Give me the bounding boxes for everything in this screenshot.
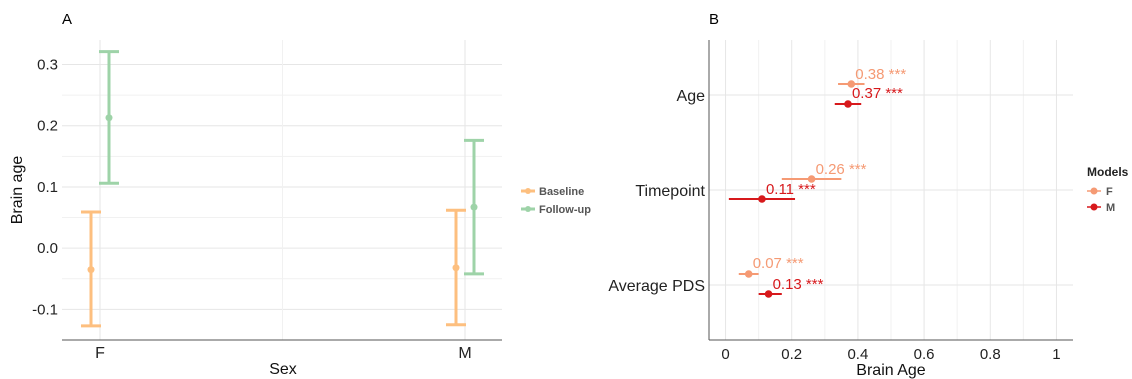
panel-a-legend: Baseline Follow-up	[521, 186, 591, 216]
panel-b-point	[847, 80, 856, 88]
panel-b-legend: Models FM	[1087, 165, 1129, 214]
panel-b-value-label: 0.07 ***	[753, 255, 804, 272]
panel-a-legend-key-point	[525, 188, 531, 194]
panel-b-x-tick-label: 1	[1052, 346, 1060, 363]
panel-b-point	[807, 175, 816, 183]
panel-b-value-label: 0.13 ***	[773, 276, 824, 293]
panel-a-legend-label: Follow-up	[539, 204, 591, 216]
panel-a-y-tick-label: 0.1	[37, 179, 58, 196]
panel-a-y-tick-label: 0.0	[37, 240, 58, 257]
panel-b-label: B	[709, 11, 719, 28]
panel-b-category-label: Timepoint	[635, 183, 705, 200]
panel-a-y-axis-title: Brain age	[9, 156, 26, 225]
panel-b-x-ticks: 0 0.2 0.4 0.6 0.8 1	[721, 346, 1060, 363]
panel-b-category-label: Age	[677, 88, 706, 105]
panel-b-gridlines	[709, 40, 1073, 340]
panel-b-point	[758, 195, 766, 203]
panel-b-point	[764, 290, 773, 298]
panel-a-x-tick-label: M	[458, 345, 471, 362]
panel-b-legend-key-point	[1090, 187, 1098, 195]
panel-a-legend-key-point	[525, 206, 531, 212]
panel-a-point	[87, 266, 95, 274]
panel-a-x-tick-label: F	[95, 345, 105, 362]
panel-b-value-label: 0.26 ***	[816, 161, 867, 178]
panel-b-x-axis-title: Brain Age	[856, 362, 925, 379]
panel-b-category-labels: Age Timepoint Average PDS	[608, 88, 705, 295]
panel-a-x-axis-title: Sex	[269, 361, 297, 378]
panel-a-gridlines	[62, 40, 502, 340]
panel-b: B 0 0.2 0.4 0.6 0.8 1 Age Timepoint Average PDS…	[608, 11, 1128, 379]
panel-a-marks	[81, 50, 484, 328]
panel-a-y-ticks: -0.1 0.0 0.1 0.2 0.3	[32, 56, 58, 318]
panel-b-x-tick-label: 0.6	[914, 346, 935, 363]
panel-b-point	[844, 100, 852, 108]
panel-a-y-tick-label: 0.3	[37, 56, 58, 73]
panel-a-y-tick-label: -0.1	[32, 301, 58, 318]
panel-b-legend-key-point	[1090, 203, 1098, 211]
panel-a-label: A	[62, 11, 72, 28]
panel-b-value-label: 0.37 ***	[852, 85, 903, 102]
panel-a-legend-label: Baseline	[539, 186, 584, 198]
panel-b-x-tick-label: 0	[721, 346, 729, 363]
panel-b-value-label: 0.11 ***	[766, 181, 816, 198]
panel-a-point	[452, 264, 460, 272]
panel-b-marks: 0.38 *** 0.26 *** 0.07 *** 0.37 *** 0.11 ***…	[728, 66, 906, 298]
panel-b-value-label: 0.38 ***	[855, 66, 906, 83]
panel-b-point	[744, 270, 753, 278]
panel-b-category-label: Average PDS	[608, 278, 705, 295]
panel-b-legend-label: M	[1106, 202, 1115, 214]
panel-a-point	[470, 203, 478, 211]
panel-b-x-tick-label: 0.2	[781, 346, 802, 363]
panel-b-x-tick-label: 0.8	[980, 346, 1001, 363]
panel-b-x-tick-label: 0.4	[847, 346, 868, 363]
panel-a-point	[105, 114, 113, 122]
panel-b-legend-title: Models	[1087, 165, 1129, 179]
panel-b-legend-label: F	[1106, 186, 1113, 198]
panel-a-y-tick-label: 0.2	[37, 118, 58, 135]
